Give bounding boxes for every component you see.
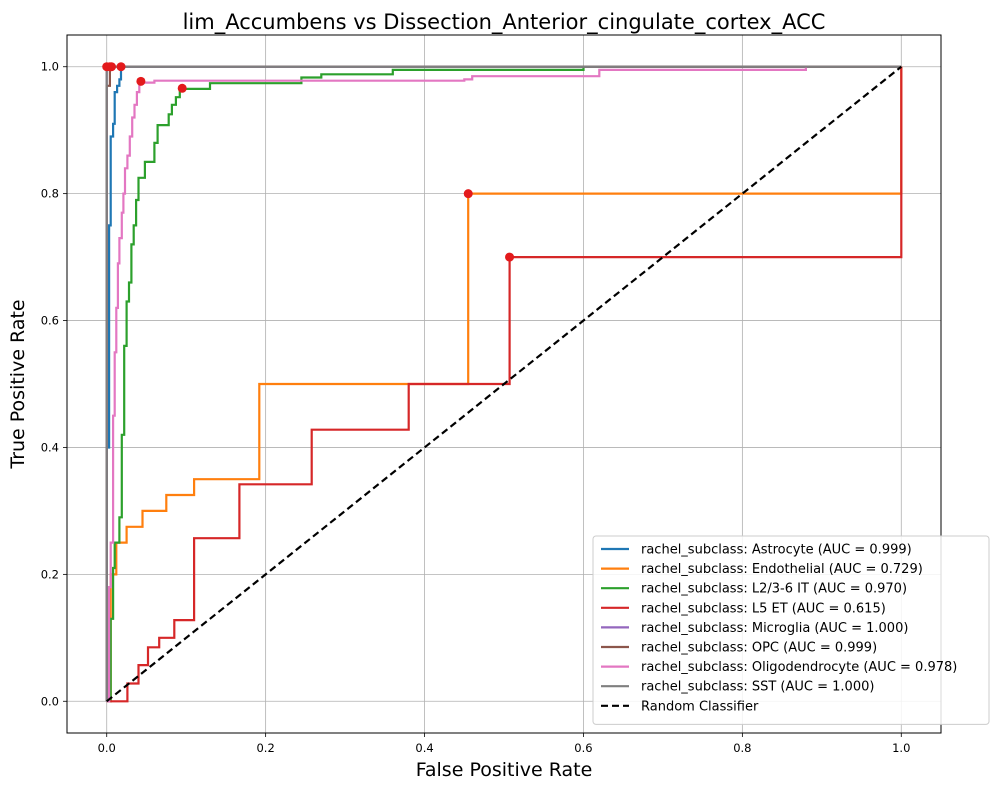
x-tick-label: 0.6 — [574, 741, 592, 755]
legend-label: rachel_subclass: L2/3-6 IT (AUC = 0.970) — [641, 582, 907, 597]
legend-label: rachel_subclass: Oligodendrocyte (AUC = … — [641, 660, 957, 675]
legend-label: rachel_subclass: OPC (AUC = 0.999) — [641, 641, 877, 656]
roc-line-3 — [106, 66, 903, 703]
y-tick-label: 0.0 — [41, 694, 59, 708]
x-tick-label: 0.4 — [415, 741, 433, 755]
y-tick-label: 0.4 — [41, 440, 59, 454]
y-tick-label: 0.2 — [41, 567, 59, 581]
threshold-marker-2 — [177, 83, 187, 93]
roc-line-0 — [105, 65, 902, 702]
random-classifier-line — [106, 65, 902, 703]
chart-title: lim_Accumbens vs Dissection_Anterior_cin… — [183, 10, 826, 35]
legend-label: Random Classifier — [641, 699, 759, 714]
threshold-marker-3 — [505, 252, 515, 262]
legend-box — [592, 535, 990, 725]
x-axis-label: False Positive Rate — [416, 759, 593, 781]
threshold-marker-6 — [136, 76, 146, 86]
x-tick-label: 0.2 — [256, 741, 274, 755]
threshold-markers — [102, 62, 515, 262]
threshold-marker-7 — [102, 62, 112, 72]
ticks: 0.0 0.2 0.4 0.6 0.8 1.0 0.0 0.2 0.4 0.6 0.8 1.0 — [41, 60, 911, 755]
legend: rachel_subclass: Astrocyte (AUC = 0.999)… — [592, 535, 990, 725]
legend-label: rachel_subclass: Astrocyte (AUC = 0.999) — [641, 543, 912, 558]
legend-label: rachel_subclass: SST (AUC = 1.000) — [641, 680, 874, 695]
plot-frame — [66, 34, 942, 734]
threshold-marker-1 — [463, 189, 473, 199]
x-tick-label: 1.0 — [892, 741, 910, 755]
legend-label: rachel_subclass: Microglia (AUC = 1.000) — [641, 621, 908, 636]
roc-line-2 — [106, 65, 902, 703]
threshold-marker-0 — [116, 62, 126, 72]
legend-label: rachel_subclass: Endothelial (AUC = 0.72… — [641, 562, 923, 577]
x-tick-label: 0.8 — [733, 741, 751, 755]
y-tick-label: 1.0 — [41, 60, 59, 74]
y-tick-label: 0.8 — [41, 187, 59, 201]
series-lines — [105, 65, 903, 703]
legend-label: rachel_subclass: L5 ET (AUC = 0.615) — [641, 601, 886, 616]
y-axis-label: True Positive Rate — [7, 299, 29, 469]
roc-line-6 — [106, 66, 808, 703]
x-tick-label: 0.0 — [98, 741, 116, 755]
y-tick-label: 0.6 — [41, 314, 59, 328]
